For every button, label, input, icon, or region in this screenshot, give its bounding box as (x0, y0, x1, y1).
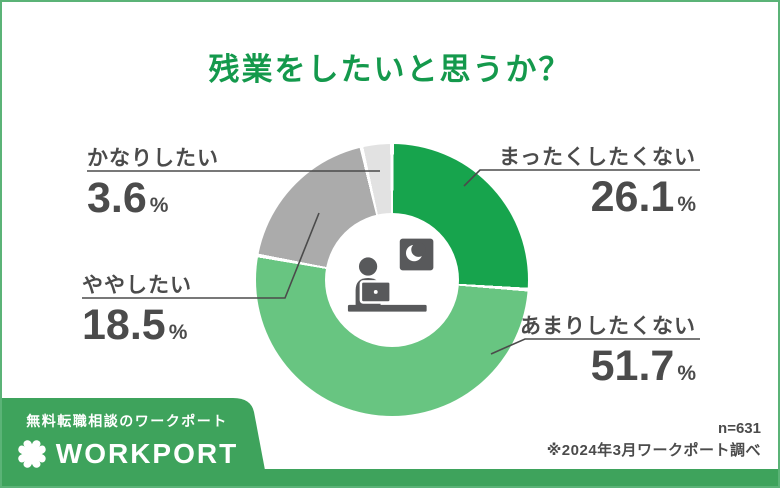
callout-value-kanari-shitai: 3.6% (87, 177, 168, 220)
callout-value-amari-shitakunai: 51.7% (591, 345, 696, 388)
banner-background (2, 398, 268, 486)
percent-sign: % (677, 362, 696, 385)
window-with-moon-icon (399, 238, 434, 271)
callout-label-kanari-shitai: かなりしたい (87, 147, 219, 170)
page-title: 残業をしたいと思うか？ (208, 52, 572, 87)
percent-sign: % (168, 321, 188, 344)
percent-number: 3.6 (87, 174, 147, 222)
percent-sign: % (149, 194, 169, 217)
callout-value-yaya-shitai: 18.5% (82, 304, 187, 347)
workport-banner: 無料転職相談のワークポート WORKPORT (2, 398, 270, 486)
banner-tagline: 無料転職相談のワークポート (26, 413, 228, 429)
donut-hole (325, 213, 459, 347)
callout-value-mattaku-shitakunai: 26.1% (591, 176, 696, 219)
sample-size: n=631 (718, 420, 761, 437)
survey-stats: n=631 ※2024年3月ワークポート調べ (547, 420, 761, 460)
percent-number: 18.5 (82, 301, 166, 349)
desk-icon (347, 304, 427, 312)
callout-label-yaya-shitai: ややしたい (82, 274, 192, 297)
percent-number: 26.1 (590, 173, 675, 221)
percent-sign: % (677, 193, 696, 216)
percent-number: 51.7 (590, 342, 675, 390)
laptop-icon (359, 280, 392, 304)
brand-logo: WORKPORT (2, 434, 252, 474)
brand-name: WORKPORT (55, 438, 239, 469)
callout-label-mattaku-shitakunai: まったくしたくない (498, 146, 696, 169)
person-working-late-icon (347, 238, 434, 312)
source-note: ※2024年3月ワークポート調べ (546, 442, 761, 459)
clover-icon (18, 440, 46, 468)
callout-label-amari-shitakunai: あまりしたくない (520, 315, 696, 338)
